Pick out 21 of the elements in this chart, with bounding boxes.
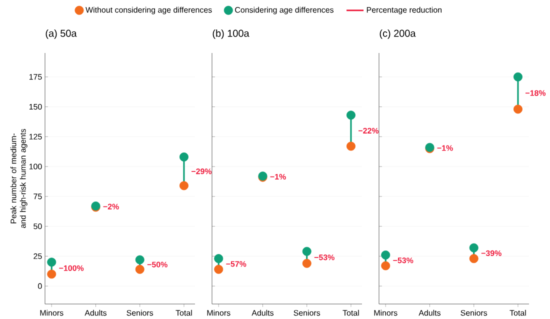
point xyxy=(135,255,144,264)
point xyxy=(381,250,390,260)
point xyxy=(302,258,312,268)
point xyxy=(381,261,390,270)
point xyxy=(47,258,56,267)
point xyxy=(469,254,478,264)
chart-title: (c) 200a xyxy=(380,30,416,39)
chart-title: (a) 50a xyxy=(46,30,77,39)
chart-title: (b) 100a xyxy=(212,30,250,39)
point xyxy=(513,72,522,82)
point xyxy=(513,104,522,114)
point xyxy=(179,152,188,162)
point xyxy=(214,264,224,274)
point xyxy=(346,142,356,151)
point xyxy=(346,110,356,120)
point xyxy=(135,264,144,274)
point xyxy=(469,243,478,252)
point xyxy=(302,246,312,256)
point xyxy=(179,181,188,190)
point xyxy=(214,254,224,264)
point xyxy=(47,270,56,279)
